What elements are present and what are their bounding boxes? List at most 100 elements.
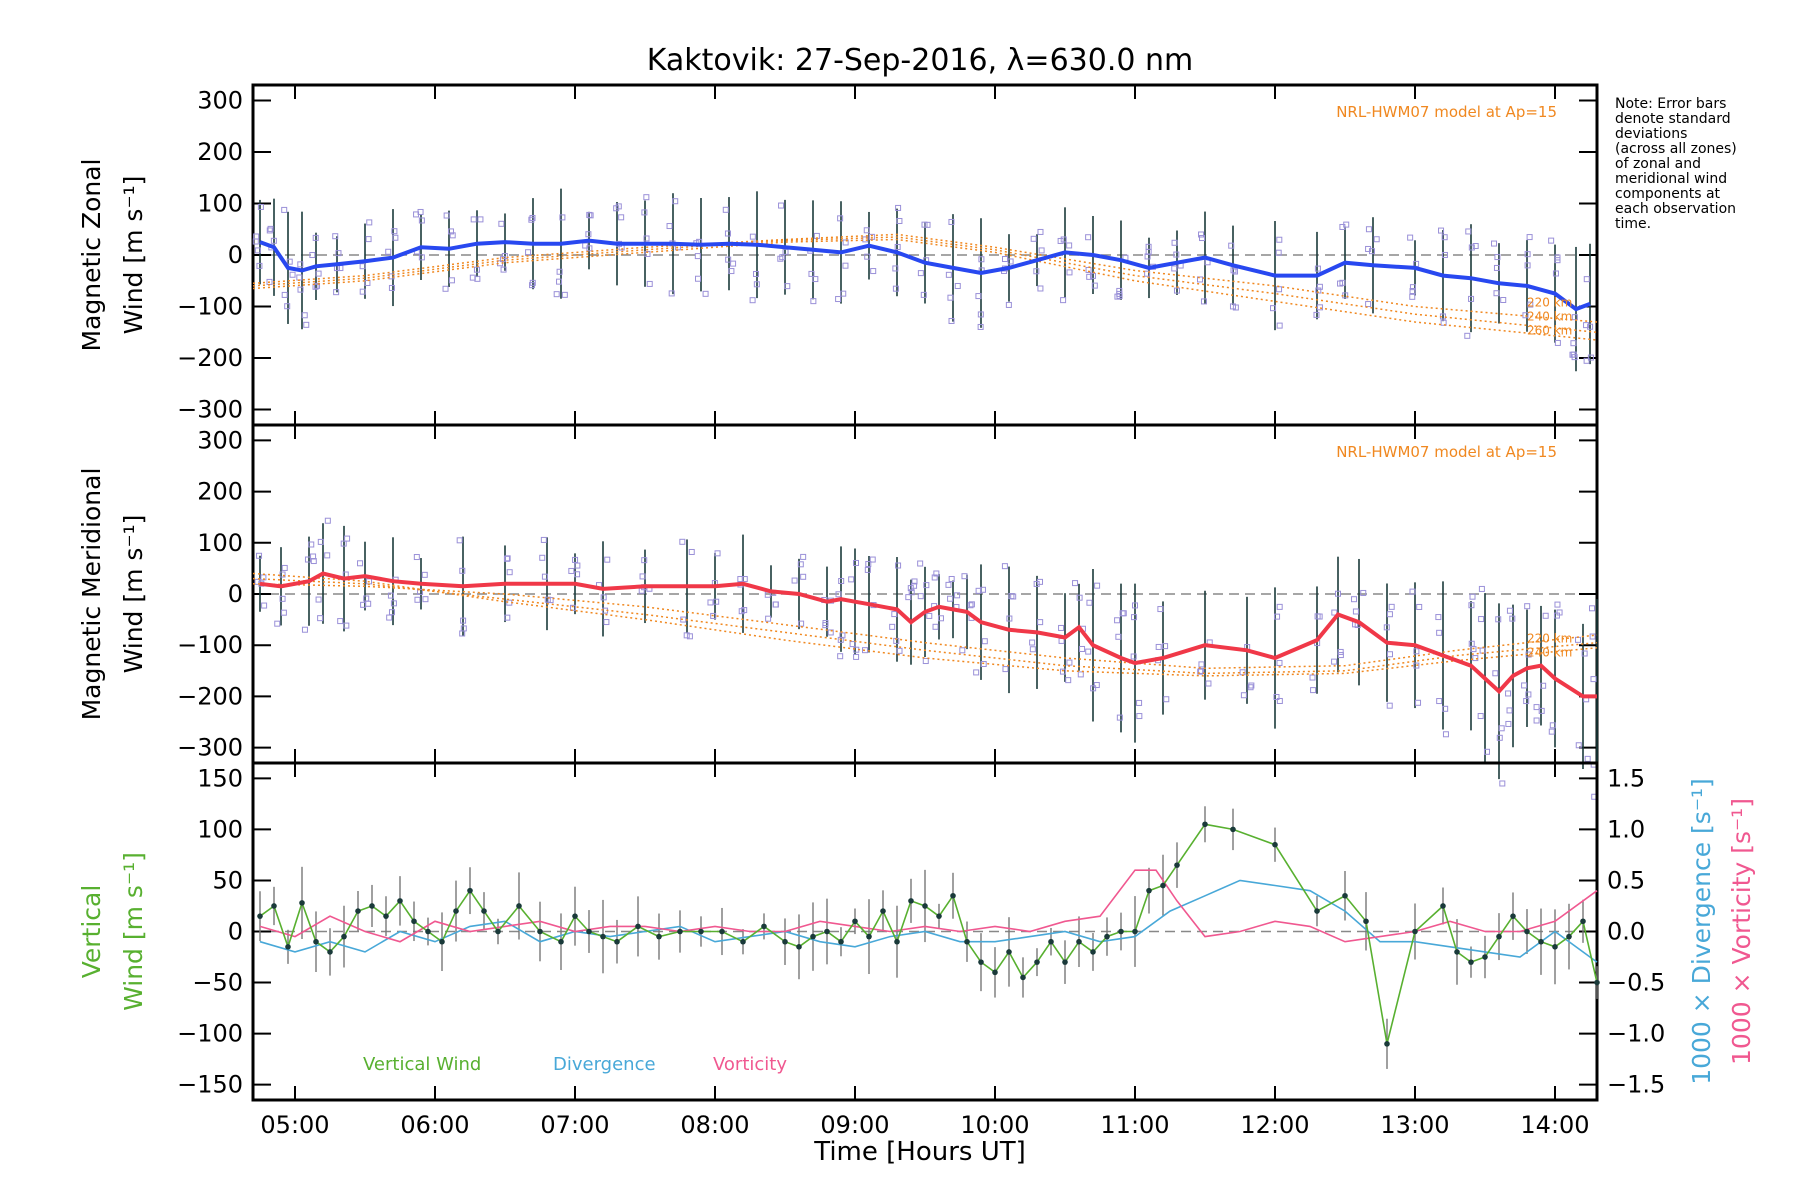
zone-point xyxy=(1438,227,1445,234)
zone-point xyxy=(837,215,844,222)
zone-point xyxy=(840,290,847,297)
zone-point xyxy=(695,275,702,282)
zone-point xyxy=(741,607,748,614)
model-altitude-label: 220 km xyxy=(1527,296,1572,310)
zone-point xyxy=(365,600,372,607)
zone-point xyxy=(1198,231,1205,238)
vertical-wind-point xyxy=(908,898,914,904)
vertical-wind-point xyxy=(1440,903,1446,909)
zone-point xyxy=(1079,645,1086,652)
zone-point xyxy=(1198,667,1205,674)
zone-point xyxy=(977,323,984,330)
zone-point xyxy=(713,598,720,605)
zone-point xyxy=(849,641,856,648)
x-tick-label: 08:00 xyxy=(680,1111,749,1139)
vertical-wind-point xyxy=(978,959,984,965)
divergence-line xyxy=(259,879,1598,963)
vertical-wind-point xyxy=(614,938,620,945)
zone-point xyxy=(1155,643,1162,650)
zone-point xyxy=(1116,714,1123,721)
zone-point xyxy=(827,629,834,636)
zone-point xyxy=(387,592,394,599)
zone-point xyxy=(418,254,425,261)
zone-point xyxy=(1060,297,1067,304)
zone-point xyxy=(975,293,982,300)
zone-point xyxy=(784,283,791,290)
zone-point xyxy=(317,538,324,545)
note-line: meridional wind xyxy=(1615,171,1727,187)
zone-point xyxy=(1409,284,1416,291)
zone-point xyxy=(556,278,563,285)
zone-point xyxy=(365,236,372,243)
zone-point xyxy=(1524,251,1531,258)
zone-point xyxy=(1538,707,1545,714)
zone-point xyxy=(1464,332,1471,339)
zone-point xyxy=(1509,615,1516,622)
zone-point xyxy=(1086,273,1093,280)
zone-point xyxy=(1413,648,1420,655)
zone-point xyxy=(1248,682,1255,689)
zone-point xyxy=(261,602,268,609)
zone-point xyxy=(1386,702,1393,709)
zone-point xyxy=(643,235,650,242)
zone-point xyxy=(585,231,592,238)
zone-point xyxy=(639,573,646,580)
model-altitude-label: 240 km xyxy=(1527,646,1572,660)
zone-point xyxy=(1469,593,1476,600)
zone-point xyxy=(891,611,898,618)
zone-point xyxy=(1131,614,1138,621)
vertical-wind-point xyxy=(1020,974,1026,981)
vertical-wind-point xyxy=(299,900,305,906)
zone-point xyxy=(254,578,261,585)
zone-point xyxy=(1132,602,1139,609)
vertical-wind-point xyxy=(719,928,725,935)
zone-point xyxy=(289,271,296,278)
vertical-wind-point xyxy=(950,892,956,899)
zone-point xyxy=(337,265,344,272)
zone-point xyxy=(1407,234,1414,241)
zone-point xyxy=(1570,340,1577,347)
x-tick-label: 07:00 xyxy=(540,1111,609,1139)
zone-point xyxy=(728,268,735,275)
zone-point xyxy=(1409,588,1416,595)
zone-point xyxy=(363,595,370,602)
zone-point xyxy=(501,253,508,260)
y-tick-label: 0 xyxy=(228,918,243,946)
zone-point xyxy=(707,599,714,606)
legend-item: Divergence xyxy=(553,1054,656,1075)
zone-point xyxy=(447,228,454,235)
chart-title: Kaktovik: 27-Sep-2016, λ=630.0 nm xyxy=(647,43,1193,78)
vertical-wind-point xyxy=(796,944,802,950)
vertical-wind-point xyxy=(285,944,291,950)
vertical-wind-point xyxy=(1594,979,1600,986)
zone-point xyxy=(274,620,281,627)
zone-point xyxy=(1583,322,1590,329)
zone-point xyxy=(385,248,392,255)
zone-point xyxy=(388,609,395,616)
zone-point xyxy=(422,596,429,603)
zone-point xyxy=(1276,697,1283,704)
note-line: denote standard xyxy=(1615,111,1731,127)
zone-point xyxy=(864,253,871,260)
zone-point xyxy=(1498,725,1505,732)
zone-point xyxy=(257,203,264,210)
zone-point xyxy=(460,617,467,624)
zone-point xyxy=(460,625,467,632)
zone-point xyxy=(1273,693,1280,700)
zone-point xyxy=(948,317,955,324)
zone-point xyxy=(1136,699,1143,706)
vertical-wind-point xyxy=(1090,949,1096,955)
zone-point xyxy=(1373,236,1380,243)
zone-point xyxy=(1130,653,1137,660)
zone-point xyxy=(600,594,607,601)
zone-point xyxy=(921,221,928,228)
zone-point xyxy=(977,311,984,318)
zone-point xyxy=(1583,276,1590,283)
zone-point xyxy=(688,548,695,555)
zonal-wind-line xyxy=(259,238,1591,312)
zone-point xyxy=(1521,682,1528,689)
zone-point xyxy=(1197,668,1204,675)
zone-point xyxy=(741,576,748,583)
zone-point xyxy=(1247,684,1254,691)
y-tick-label: −150 xyxy=(177,1071,243,1099)
